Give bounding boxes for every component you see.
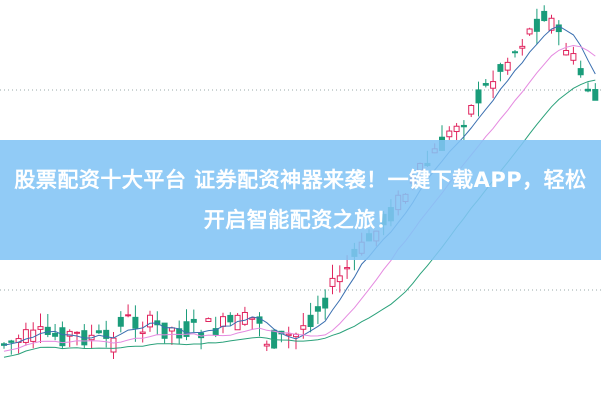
candle-body [314, 306, 321, 312]
candle-body [220, 316, 226, 327]
candle-body [59, 327, 66, 347]
candle-body [490, 81, 497, 89]
candle-body [300, 325, 307, 330]
candle-body [468, 105, 475, 115]
candle-body [585, 88, 591, 92]
candle-body [541, 10, 548, 22]
candle-body [548, 17, 555, 31]
candle-body [570, 53, 577, 61]
candle-body [205, 318, 212, 322]
candle-body [263, 343, 270, 347]
candle-body [475, 89, 482, 104]
candle-body [512, 51, 518, 54]
candle-body [446, 130, 453, 138]
candle-body [533, 18, 540, 32]
candle-body [241, 311, 248, 325]
candle-body [453, 125, 460, 133]
candle-body [329, 277, 336, 287]
candle-body [8, 340, 15, 343]
candle-body [190, 318, 197, 323]
candle-body [526, 28, 533, 35]
candle-body [344, 267, 351, 270]
candle-body [30, 329, 37, 342]
candle-body [322, 297, 329, 309]
promo-banner: 股票配资十大平台 证券配资神器来袭！一键下载APP，轻松开启智能配资之旅！ [0, 140, 601, 260]
candle-body [103, 329, 110, 339]
candle-body [147, 314, 153, 328]
candle-body [592, 89, 599, 101]
candle-body [44, 326, 51, 335]
candle-body [74, 331, 80, 334]
candle-body [132, 316, 139, 329]
candle-body [66, 330, 73, 337]
candle-body [482, 83, 489, 86]
moving-average-line [3, 25, 596, 346]
candle-body [555, 24, 562, 33]
candle-body [460, 124, 467, 128]
candle-body [183, 321, 190, 337]
candle-body [37, 326, 44, 330]
candle-body [563, 49, 570, 56]
candle-body [227, 314, 234, 323]
candle-body [52, 332, 59, 337]
candle-body [22, 329, 29, 343]
candle-body [519, 45, 526, 49]
banner-headline: 股票配资十大平台 证券配资神器来袭！一键下载APP，轻松开启智能配资之旅！ [14, 168, 587, 232]
moving-average-line [3, 44, 596, 352]
candle-body [110, 337, 117, 353]
candle-body [504, 61, 511, 71]
candle-body [307, 314, 314, 327]
candle-body [336, 275, 343, 283]
candle-body [117, 316, 124, 327]
candle-body [497, 64, 504, 72]
candle-body [95, 330, 102, 334]
candle-body [161, 322, 168, 339]
candle-body [125, 314, 132, 317]
candle-body [285, 333, 292, 337]
candle-body [577, 68, 584, 76]
candle-body [139, 331, 146, 335]
